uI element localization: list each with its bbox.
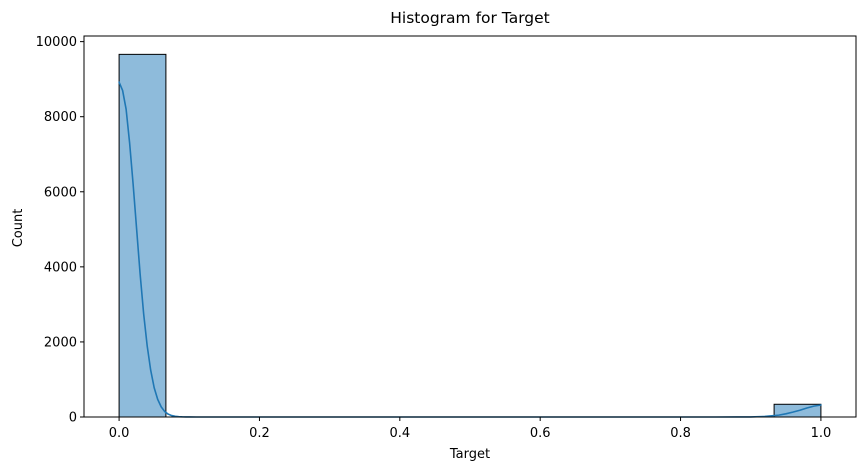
y-tick-label-4: 8000: [44, 110, 77, 125]
y-tick-label-5: 10000: [36, 35, 77, 50]
x-axis-title: Target: [449, 447, 490, 462]
x-tick-label-5: 1.0: [811, 426, 832, 441]
x-tick-label-4: 0.8: [670, 426, 691, 441]
chart-title: Histogram for Target: [390, 9, 550, 27]
y-axis-title: Count: [11, 209, 26, 248]
y-tick-label-1: 2000: [44, 335, 77, 350]
x-tick-label-3: 0.6: [530, 426, 551, 441]
x-tick-label-1: 0.2: [249, 426, 270, 441]
y-tick-label-0: 0: [69, 411, 77, 426]
y-tick-label-2: 4000: [44, 260, 77, 275]
x-tick-label-0: 0.0: [109, 426, 130, 441]
x-tick-label-2: 0.4: [389, 426, 410, 441]
y-tick-label-3: 6000: [44, 185, 77, 200]
kde-curve: [118, 81, 822, 418]
plot-frame: [83, 35, 857, 418]
plot-area: 0.0 0.2 0.4 0.6 0.8 1.0 0 2000 4000 6000 8000 10000: [36, 35, 857, 441]
